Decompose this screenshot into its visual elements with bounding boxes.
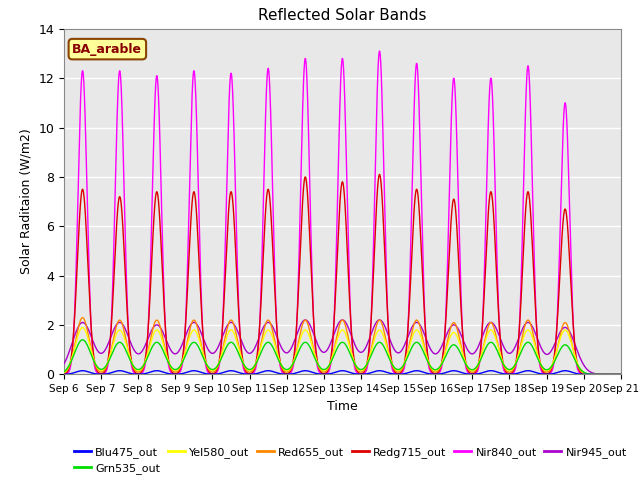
Y-axis label: Solar Raditaion (W/m2): Solar Raditaion (W/m2) — [20, 129, 33, 275]
Legend: Blu475_out, Grn535_out, Yel580_out, Red655_out, Redg715_out, Nir840_out, Nir945_: Blu475_out, Grn535_out, Yel580_out, Red6… — [70, 442, 631, 479]
Title: Reflected Solar Bands: Reflected Solar Bands — [258, 9, 427, 24]
X-axis label: Time: Time — [327, 400, 358, 413]
Text: BA_arable: BA_arable — [72, 43, 142, 56]
